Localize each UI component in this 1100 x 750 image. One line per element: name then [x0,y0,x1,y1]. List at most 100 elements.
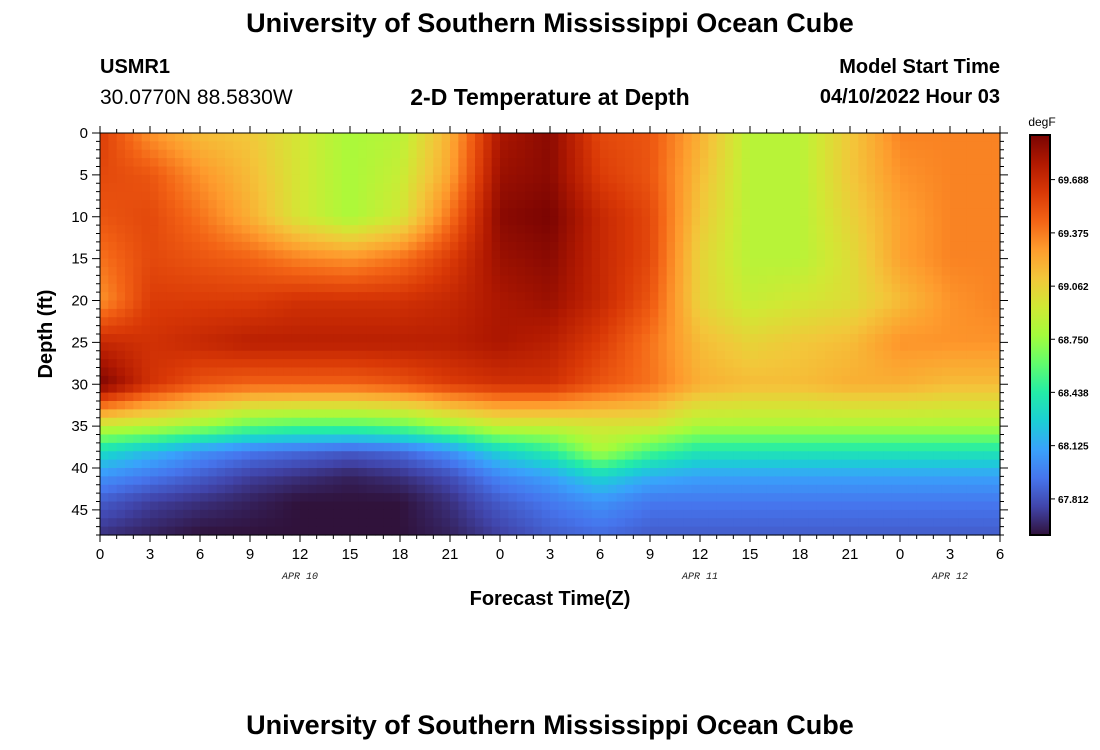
heatmap-cell [158,267,168,276]
heatmap-cell [966,241,976,251]
heatmap-cell [366,250,376,260]
heatmap-cell [500,225,509,235]
heatmap-cell [633,350,643,360]
heatmap-cell [516,451,526,461]
heatmap-cell [741,484,751,494]
heatmap-cell [358,233,368,243]
heatmap-cell [466,258,476,268]
heatmap-cell [308,233,318,243]
heatmap-cell [341,350,351,360]
heatmap-cell [300,183,309,193]
heatmap-cell [383,275,393,285]
heatmap-cell [150,350,159,360]
heatmap-cell [283,434,293,444]
heatmap-cell [975,225,984,235]
heatmap-cell [125,409,134,419]
heatmap-cell [566,317,576,327]
heatmap-cell [183,133,193,142]
heatmap-cell [633,384,643,394]
heatmap-cell [633,300,643,310]
heatmap-cell [208,267,218,276]
heatmap-cell [566,141,576,151]
heatmap-cell [941,133,951,142]
heatmap-cell [600,174,609,184]
heatmap-cell [525,409,534,419]
heatmap-cell [458,308,468,318]
heatmap-cell [608,300,618,310]
heatmap-cell [725,434,734,444]
heatmap-cell [533,191,543,201]
heatmap-cell [250,300,259,310]
heatmap-cell [475,334,484,343]
heatmap-cell [683,325,693,335]
heatmap-cell [900,233,909,243]
heatmap-cell [158,317,168,327]
heatmap-cell [400,426,409,436]
heatmap-cell [291,518,301,528]
heatmap-cell [158,292,168,302]
heatmap-cell [266,484,276,494]
heatmap-cell [850,476,859,486]
heatmap-cell [375,216,384,226]
heatmap-cell [650,409,659,419]
heatmap-cell [575,342,584,352]
heatmap-cell [825,334,834,343]
heatmap-cell [341,141,351,151]
heatmap-cell [600,442,609,452]
heatmap-cell [158,283,168,293]
heatmap-cell [691,392,701,402]
heatmap-cell [191,166,201,176]
heatmap-cell [483,250,493,260]
heatmap-cell [341,442,351,452]
heatmap-cell [766,426,776,436]
heatmap-cell [133,509,143,519]
heatmap-cell [391,208,401,218]
heatmap-cell [125,174,134,184]
heatmap-cell [691,292,701,302]
heatmap-cell [958,258,968,268]
heatmap-cell [991,493,1001,503]
heatmap-cell [533,241,543,251]
heatmap-cell [741,342,751,352]
heatmap-cell [708,267,718,276]
heatmap-cell [391,300,401,310]
heatmap-cell [766,308,776,318]
heatmap-cell [116,225,126,235]
heatmap-cell [875,225,884,235]
heatmap-cell [400,451,409,461]
heatmap-cell [416,258,426,268]
heatmap-cell [708,225,718,235]
heatmap-cell [591,158,601,168]
heatmap-cell [116,325,126,335]
heatmap-cell [750,141,759,151]
heatmap-cell [841,359,851,369]
heatmap-cell [733,350,743,360]
heatmap-cell [783,141,793,151]
heatmap-cell [258,476,268,486]
heatmap-cell [850,133,859,142]
heatmap-cell [816,141,826,151]
heatmap-cell [408,334,418,343]
heatmap-cell [566,225,576,235]
heatmap-cell [441,283,451,293]
heatmap-cell [341,501,351,511]
heatmap-cell [250,216,259,226]
heatmap-cell [166,493,176,503]
heatmap-cell [383,200,393,209]
heatmap-cell [633,434,643,444]
heatmap-cell [208,392,218,402]
heatmap-cell [891,241,901,251]
heatmap-cell [958,350,968,360]
heatmap-cell [466,300,476,310]
heatmap-cell [625,434,634,444]
heatmap-cell [600,392,609,402]
heatmap-cell [100,392,109,402]
heatmap-cell [558,367,568,377]
heatmap-cell [341,401,351,410]
heatmap-cell [675,409,684,419]
heatmap-cell [741,392,751,402]
heatmap-cell [683,141,693,151]
heatmap-cell [141,233,151,243]
heatmap-cell [591,434,601,444]
heatmap-cell [300,426,309,436]
